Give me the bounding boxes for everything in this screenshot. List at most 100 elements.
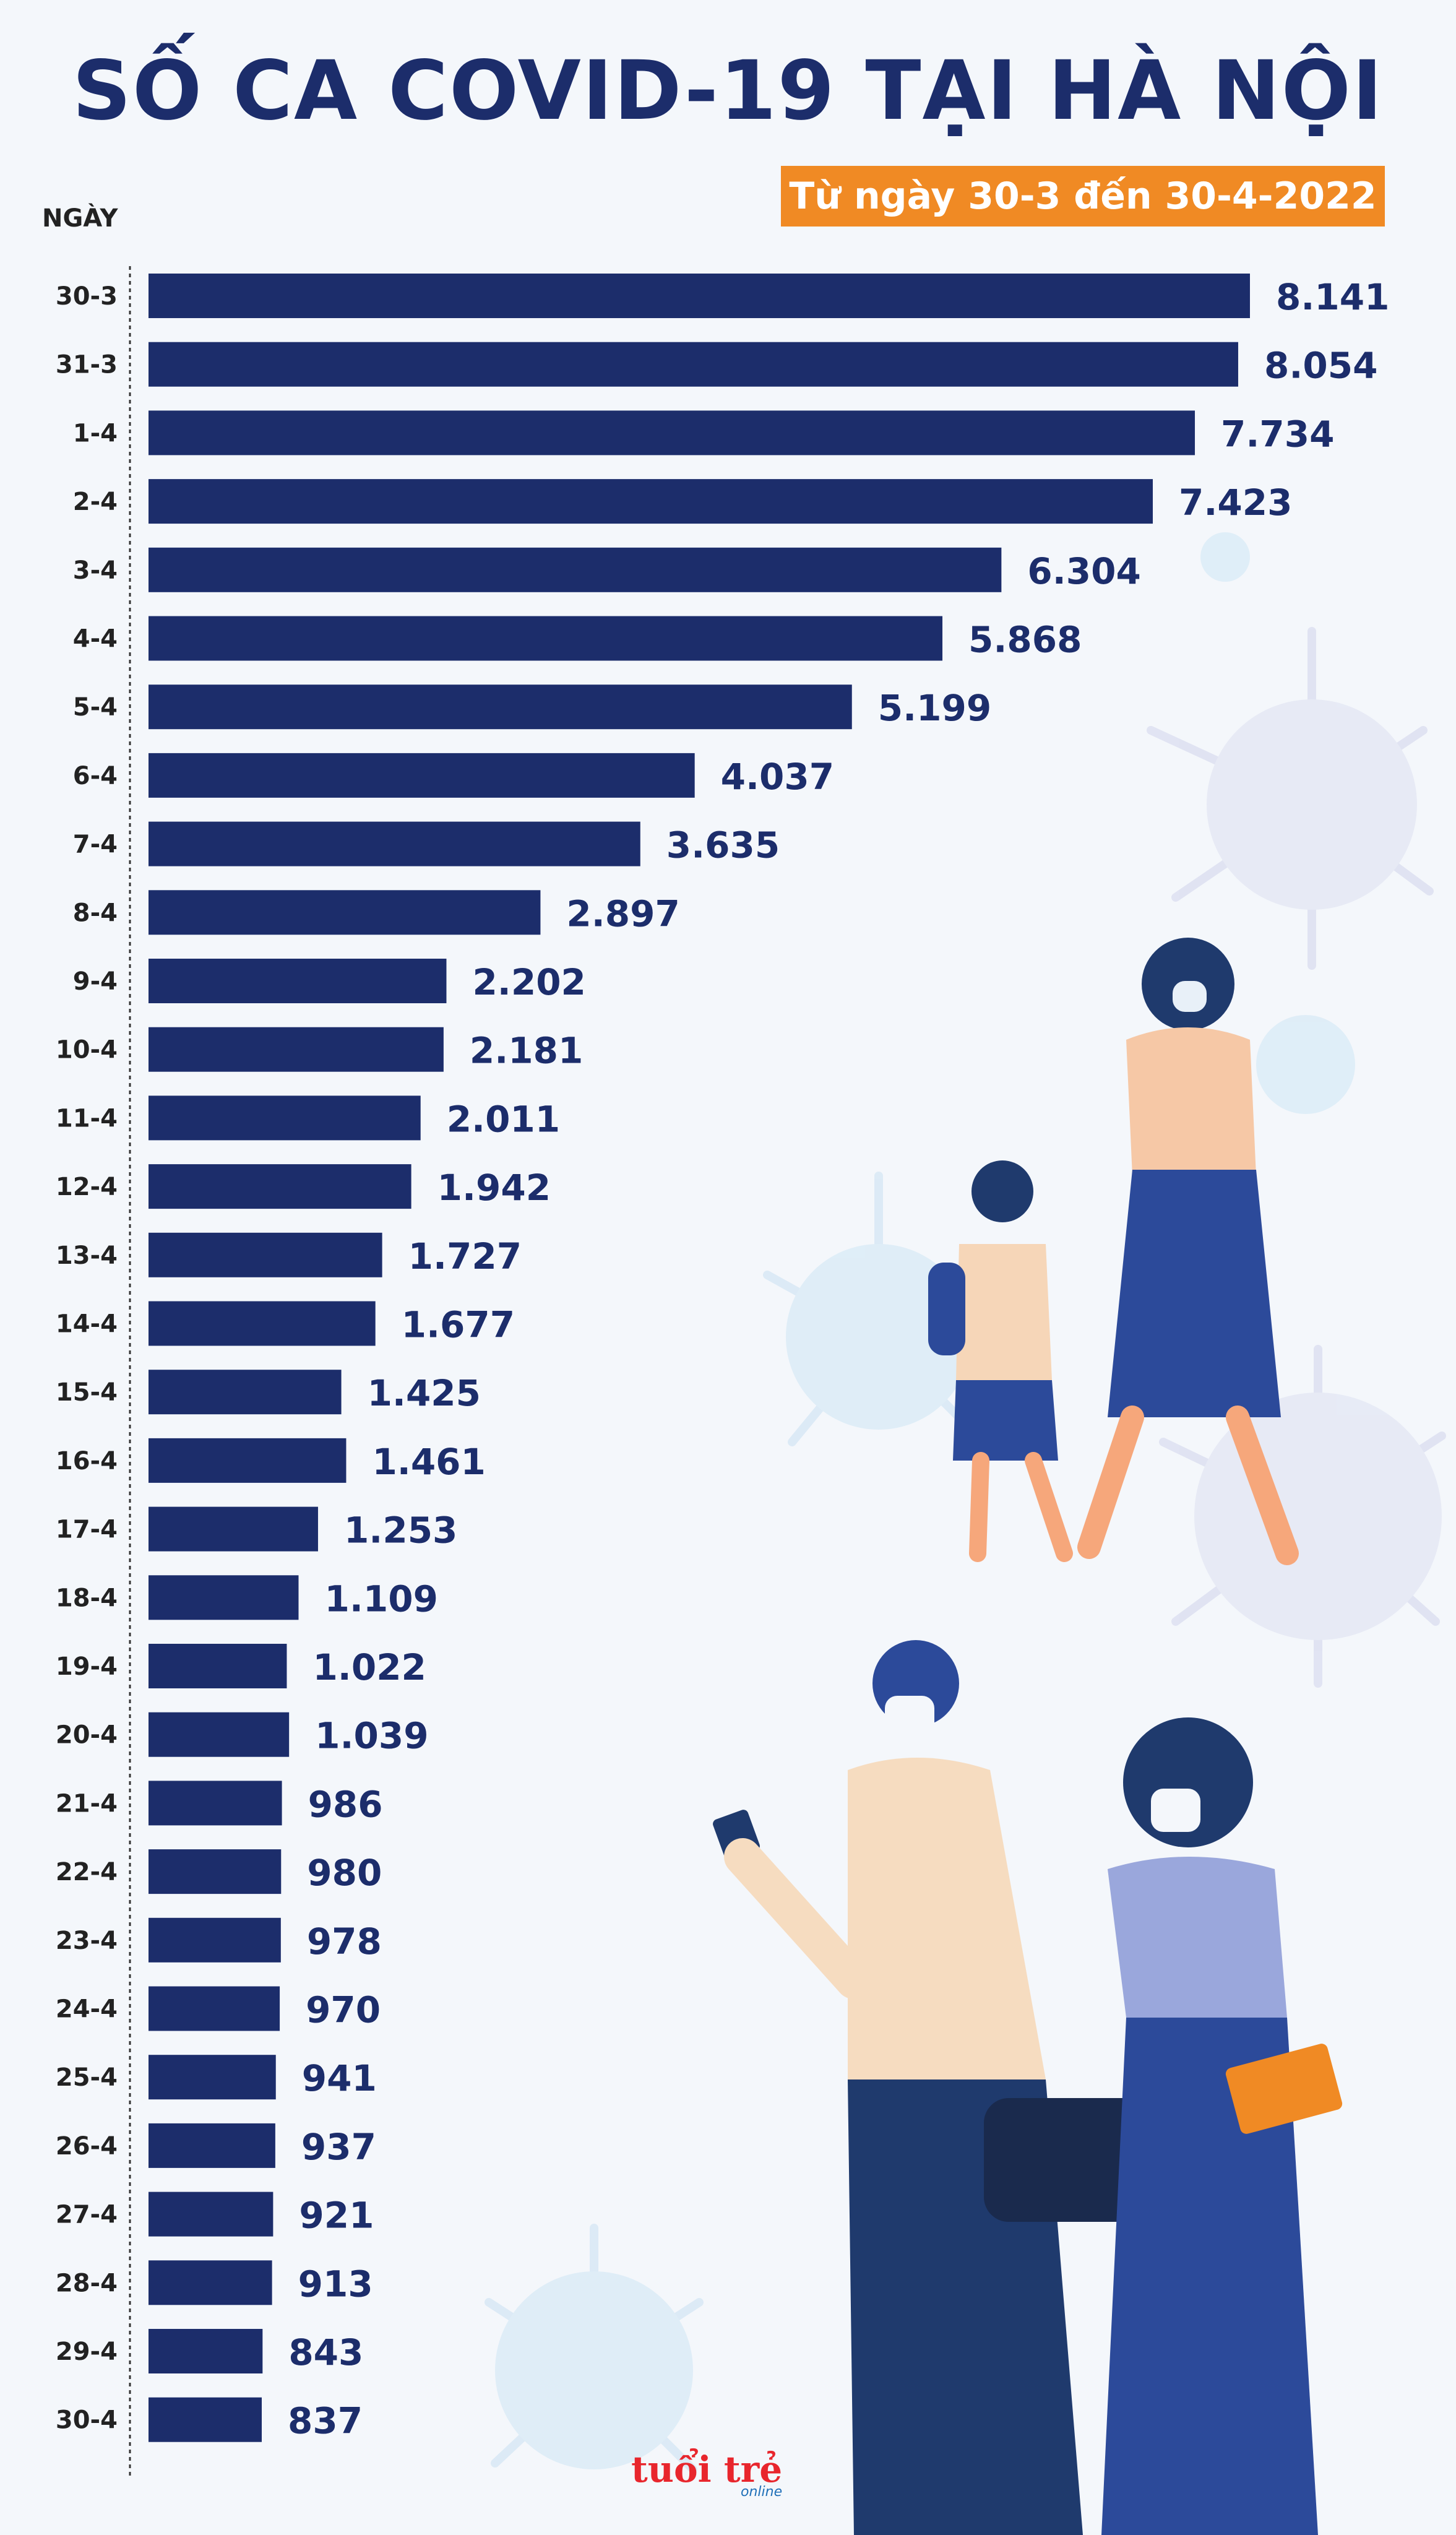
y-axis-label: NGÀY — [42, 204, 118, 233]
value-label: 7.423 — [1179, 482, 1292, 524]
value-label: 937 — [301, 2126, 376, 2168]
bar — [149, 1506, 318, 1552]
page-title: SỐ CA COVID-19 TẠI HÀ NỘI — [72, 43, 1384, 139]
category-label: 1-4 — [73, 419, 118, 447]
category-label: 22-4 — [56, 1858, 118, 1886]
category-label: 30-3 — [56, 282, 118, 311]
category-label: 21-4 — [56, 1789, 118, 1818]
category-label: 18-4 — [56, 1584, 118, 1612]
category-label: 26-4 — [56, 2132, 118, 2161]
value-label: 1.677 — [402, 1304, 515, 1346]
category-label: 23-4 — [56, 1927, 118, 1955]
category-label: 30-4 — [56, 2406, 118, 2435]
category-label: 16-4 — [56, 1447, 118, 1475]
value-label: 970 — [306, 1989, 381, 2031]
bar — [149, 479, 1153, 524]
value-label: 8.141 — [1276, 276, 1389, 318]
bar — [149, 2329, 263, 2373]
value-label: 1.022 — [312, 1646, 426, 1688]
category-label: 12-4 — [56, 1173, 118, 1201]
bar — [149, 1644, 287, 1688]
category-label: 9-4 — [73, 967, 118, 996]
people-illustration — [713, 938, 1343, 2535]
bar — [149, 1370, 342, 1415]
category-label: 31-3 — [56, 351, 118, 379]
value-label: 1.039 — [315, 1715, 428, 1757]
category-label: 10-4 — [56, 1036, 118, 1065]
bar — [149, 616, 943, 661]
value-label: 921 — [299, 2195, 374, 2237]
value-label: 7.734 — [1221, 413, 1334, 455]
value-label: 6.304 — [1027, 550, 1140, 592]
bar — [149, 1438, 347, 1483]
category-label: 4-4 — [73, 625, 118, 654]
category-label: 20-4 — [56, 1721, 118, 1750]
value-label: 1.461 — [372, 1441, 485, 1483]
value-label: 8.054 — [1264, 345, 1377, 387]
bar — [149, 1781, 282, 1826]
value-label: 913 — [298, 2263, 373, 2305]
value-label: 1.942 — [437, 1167, 551, 1209]
bar — [149, 959, 447, 1003]
category-label: 19-4 — [56, 1652, 118, 1681]
bar — [149, 274, 1250, 318]
category-label: 29-4 — [56, 2338, 118, 2366]
category-label: 17-4 — [56, 1516, 118, 1544]
value-label: 1.109 — [324, 1578, 437, 1620]
bar — [149, 1849, 282, 1894]
bar — [149, 2397, 262, 2442]
value-label: 1.253 — [344, 1509, 457, 1552]
value-label: 980 — [307, 1852, 382, 1894]
bar — [149, 1095, 421, 1141]
category-label: 2-4 — [73, 488, 118, 516]
category-label: 14-4 — [56, 1310, 118, 1339]
logo-text: tuổi trẻ — [631, 2448, 783, 2490]
category-label: 7-4 — [73, 831, 118, 859]
bar — [149, 1232, 382, 1277]
category-label: 25-4 — [56, 2063, 118, 2092]
value-label: 1.727 — [408, 1235, 522, 1277]
bar — [149, 410, 1195, 456]
value-label: 986 — [308, 1783, 383, 1825]
bar — [149, 753, 695, 798]
bar — [149, 2055, 276, 2100]
value-label: 978 — [307, 1920, 382, 1963]
category-label: 3-4 — [73, 556, 118, 585]
category-label: 5-4 — [73, 693, 118, 722]
value-label: 941 — [302, 2057, 377, 2099]
bar — [149, 1575, 299, 1620]
value-label: 5.868 — [968, 619, 1082, 661]
value-label: 4.037 — [721, 756, 834, 798]
bar — [149, 684, 852, 730]
value-label: 843 — [288, 2331, 363, 2373]
category-label: 28-4 — [56, 2269, 118, 2297]
category-label: 13-4 — [56, 1242, 118, 1270]
bar — [149, 1027, 444, 1072]
bar — [149, 1917, 281, 1963]
value-label: 2.011 — [447, 1098, 560, 1140]
bar — [149, 1712, 290, 1757]
bar — [149, 1164, 411, 1209]
bar — [149, 2123, 275, 2168]
bar — [149, 890, 541, 935]
value-label: 3.635 — [666, 824, 780, 866]
value-label: 1.425 — [368, 1372, 481, 1414]
logo-subtext: online — [741, 2484, 783, 2500]
bar — [149, 1301, 376, 1346]
value-label: 2.202 — [472, 961, 585, 1003]
value-label: 837 — [288, 2400, 363, 2442]
bar — [149, 1986, 280, 2031]
bar — [149, 342, 1238, 387]
bar — [149, 2192, 274, 2237]
bar — [149, 547, 1002, 592]
category-label: 24-4 — [56, 1995, 118, 2024]
value-label: 2.181 — [470, 1030, 583, 1072]
bar — [149, 821, 640, 866]
value-label: 5.199 — [878, 687, 991, 729]
bars-group: 30-3 8.141 31-3 8.054 1-4 7.734 2-4 7.423 3-4 6.3… — [56, 274, 1389, 2442]
value-label: 2.897 — [566, 892, 679, 935]
category-label: 15-4 — [56, 1378, 118, 1407]
category-label: 11-4 — [56, 1104, 118, 1133]
category-label: 8-4 — [73, 899, 118, 927]
